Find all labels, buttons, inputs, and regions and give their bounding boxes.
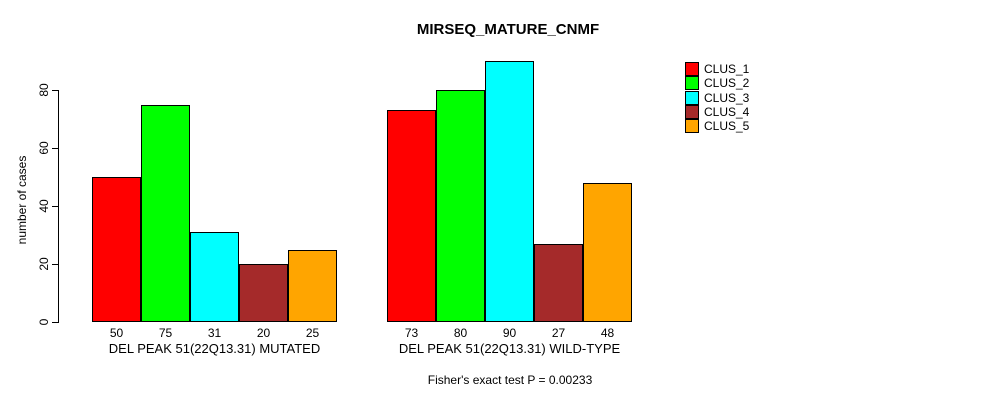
legend-row-clus_1: CLUS_1: [685, 62, 750, 77]
bar-value-label: 25: [305, 326, 320, 340]
legend-label: CLUS_3: [704, 90, 750, 105]
bar-value-label: 31: [207, 326, 222, 340]
bar-clus_5-group2: [583, 182, 632, 322]
legend-label: CLUS_5: [704, 119, 750, 134]
y-tick-label: 80: [37, 83, 51, 97]
legend-swatch-clus_2: [685, 76, 699, 91]
y-tick-mark: [52, 264, 59, 265]
bar-value-label: 48: [600, 326, 615, 340]
legend-swatch-clus_5: [685, 119, 699, 134]
y-tick-mark: [52, 148, 59, 149]
bar-value-label: 50: [109, 326, 124, 340]
bar-value-label: 80: [453, 326, 468, 340]
y-tick-label: 60: [37, 141, 51, 155]
bar-clus_3-group2: [485, 61, 534, 322]
bar-clus_1-group2: [387, 110, 436, 322]
legend-swatch-clus_3: [685, 90, 699, 105]
x-group-label-1: DEL PEAK 51(22Q13.31) MUTATED: [108, 341, 321, 356]
legend-row-clus_3: CLUS_3: [685, 90, 750, 105]
bar-value-label: 73: [404, 326, 419, 340]
legend-swatch-clus_1: [685, 62, 699, 77]
y-tick-mark: [52, 206, 59, 207]
bar-clus_5-group1: [288, 249, 337, 322]
legend-label: CLUS_2: [704, 76, 750, 91]
legend-row-clus_4: CLUS_4: [685, 105, 750, 120]
bar-clus_2-group2: [436, 90, 485, 322]
legend-swatch-clus_4: [685, 105, 699, 120]
bar-value-label: 20: [256, 326, 271, 340]
y-tick-label: 0: [37, 318, 51, 326]
chart-title: MIRSEQ_MATURE_CNMF: [416, 21, 600, 38]
footer-caption: Fisher's exact test P = 0.00233: [427, 373, 593, 387]
legend-row-clus_5: CLUS_5: [685, 119, 750, 134]
legend-label: CLUS_1: [704, 62, 750, 77]
legend-label: CLUS_4: [704, 105, 750, 120]
y-tick-label: 40: [37, 199, 51, 213]
bar-value-label: 27: [551, 326, 566, 340]
bar-clus_4-group2: [534, 243, 583, 322]
bar-clus_1-group1: [92, 177, 141, 322]
bar-clus_4-group1: [239, 264, 288, 322]
legend-row-clus_2: CLUS_2: [685, 76, 750, 91]
bar-value-label: 75: [158, 326, 173, 340]
legend: CLUS_1 CLUS_2 CLUS_3 CLUS_4 CLUS_5: [685, 62, 750, 134]
bar-clus_2-group1: [141, 104, 190, 322]
x-group-label-2: DEL PEAK 51(22Q13.31) WILD-TYPE: [398, 341, 621, 356]
bar-value-label: 90: [502, 326, 517, 340]
y-tick-label: 20: [37, 257, 51, 271]
y-tick-mark: [52, 90, 59, 91]
y-tick-mark: [52, 322, 59, 323]
bar-clus_3-group1: [190, 232, 239, 322]
